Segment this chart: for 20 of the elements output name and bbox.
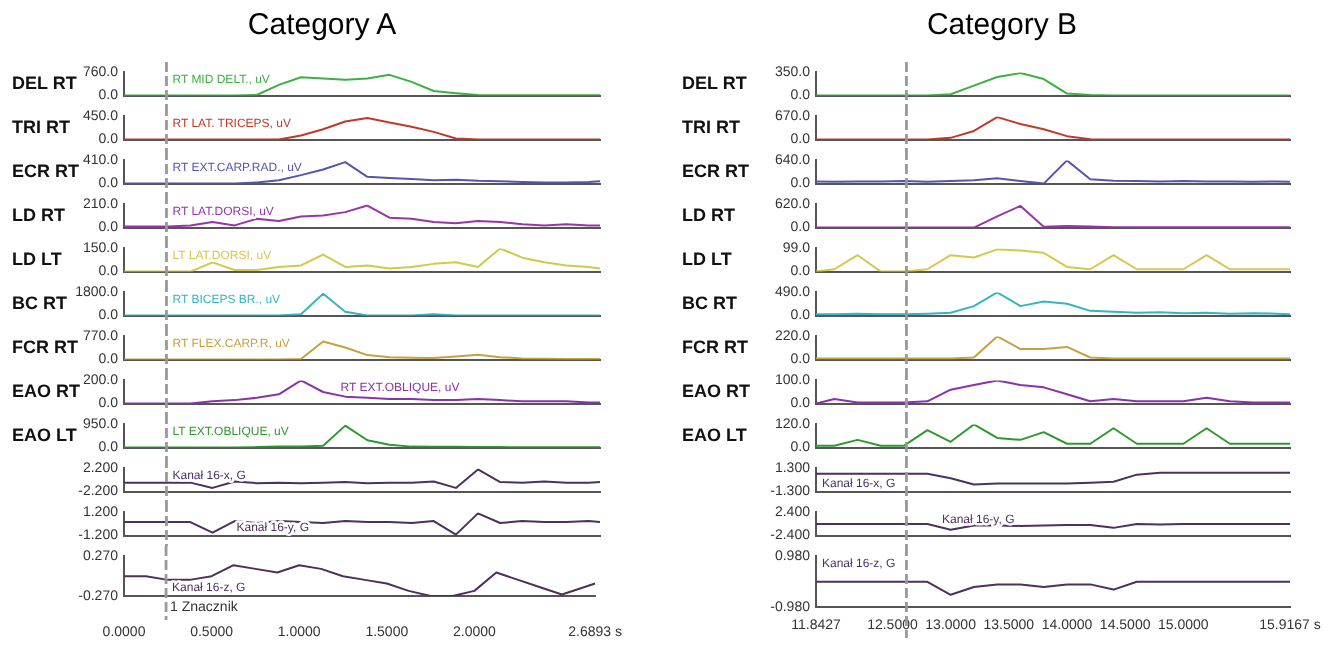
y-axis-title: BC RT [682, 292, 738, 313]
chart-title: Category B [924, 8, 1080, 42]
y-axis-title: LD LT [682, 248, 733, 269]
y-axis-title: ECR RT [12, 160, 80, 181]
y-axis-title: EAO LT [12, 424, 78, 445]
y-axis-title: TRI RT [12, 116, 71, 137]
y-axis-title: FCR RT [682, 336, 749, 357]
y-axis-title: LD LT [12, 248, 63, 269]
chart-title: Category A [245, 8, 399, 42]
y-axis-title: FCR RT [12, 336, 79, 357]
y-axis-title: EAO RT [12, 380, 82, 401]
y-axis-title: EAO LT [682, 424, 748, 445]
y-axis-title: LD RT [682, 204, 736, 225]
y-axis-title: LD RT [12, 204, 66, 225]
y-axis-title: ECR RT [682, 160, 750, 181]
y-axis-title: EAO RT [682, 380, 752, 401]
y-axis-title: DEL RT [682, 72, 748, 93]
y-axis-title: DEL RT [12, 72, 78, 93]
y-axis-title: TRI RT [682, 116, 741, 137]
y-axis-title: BC RT [12, 292, 68, 313]
